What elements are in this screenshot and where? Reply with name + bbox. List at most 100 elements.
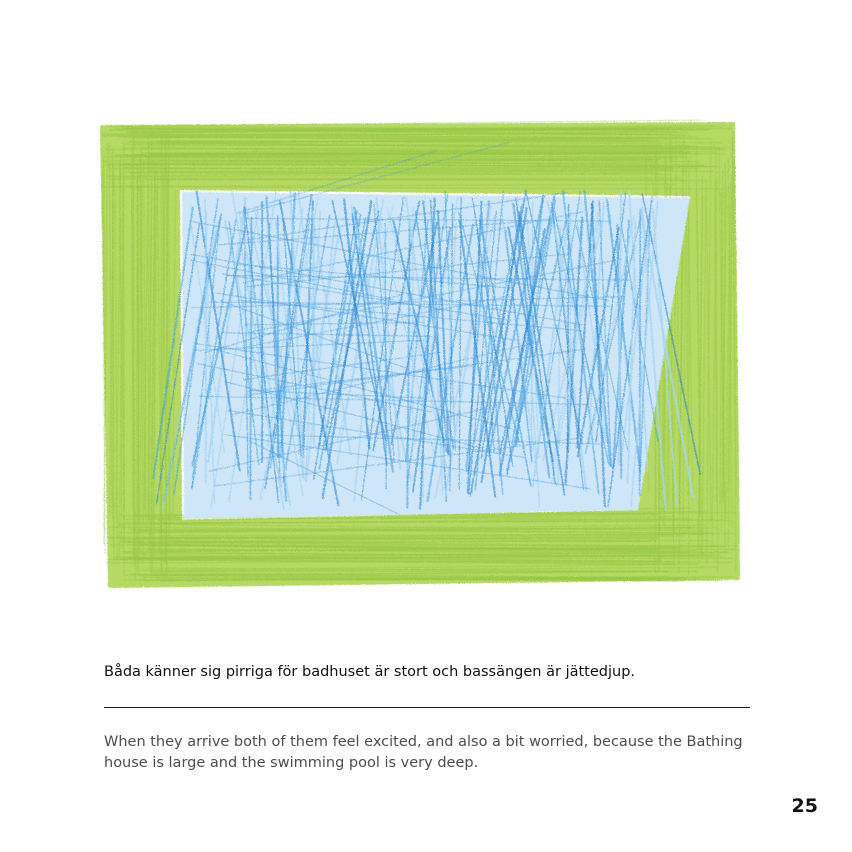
water-stroke bbox=[375, 196, 402, 470]
water-stroke bbox=[247, 192, 568, 241]
frame-stroke bbox=[152, 511, 740, 519]
water-stroke bbox=[196, 363, 433, 413]
water-stroke bbox=[189, 259, 394, 301]
frame-stroke bbox=[711, 178, 718, 556]
water-stroke bbox=[611, 219, 630, 470]
water-stroke bbox=[518, 211, 566, 496]
water-stroke bbox=[607, 195, 653, 508]
frame-stroke bbox=[131, 146, 134, 511]
water-stroke bbox=[242, 211, 584, 284]
water-stroke bbox=[207, 196, 247, 463]
water-stroke bbox=[576, 220, 609, 444]
water-stroke bbox=[361, 196, 404, 501]
frame-stroke bbox=[713, 181, 718, 503]
frame-stroke bbox=[120, 534, 672, 541]
caption-english: When they arrive both of them feel excit… bbox=[104, 734, 743, 771]
water-stroke bbox=[266, 207, 304, 448]
frame-stroke bbox=[727, 142, 734, 492]
frame-stroke bbox=[110, 177, 680, 180]
water-stroke bbox=[468, 210, 497, 495]
water-stroke bbox=[639, 209, 695, 500]
water-stroke bbox=[227, 409, 525, 458]
water-stroke bbox=[236, 263, 513, 289]
water-stroke bbox=[244, 321, 424, 326]
pool-crayon-drawing bbox=[100, 119, 741, 588]
water-stroke bbox=[526, 219, 540, 460]
water-stroke bbox=[221, 332, 432, 337]
water-stroke bbox=[243, 197, 304, 450]
water-stroke bbox=[498, 228, 546, 477]
water-stroke bbox=[248, 258, 622, 333]
water-stroke bbox=[155, 223, 200, 505]
frame-stroke bbox=[720, 186, 728, 532]
caption-swedish: Båda känner sig pirriga för badhuset är … bbox=[104, 664, 636, 680]
frame-stroke bbox=[103, 143, 108, 546]
frame-stroke bbox=[157, 513, 658, 521]
water-stroke bbox=[162, 220, 218, 509]
water-stroke bbox=[384, 222, 387, 490]
water-stroke bbox=[190, 296, 624, 309]
frame-stroke bbox=[150, 170, 156, 572]
frame-stroke bbox=[141, 563, 699, 571]
frame-stroke bbox=[159, 136, 652, 145]
caption-divider bbox=[104, 707, 750, 708]
frame-stroke bbox=[109, 128, 659, 132]
water-stroke bbox=[237, 299, 583, 332]
pool-edge-frame bbox=[100, 119, 741, 588]
water-stroke bbox=[236, 149, 439, 214]
frame-stroke bbox=[156, 159, 163, 572]
water-stroke bbox=[535, 191, 581, 464]
frame-stroke bbox=[118, 119, 703, 127]
water-stroke bbox=[297, 189, 334, 485]
water-stroke bbox=[173, 197, 219, 496]
water-stroke bbox=[507, 226, 554, 463]
pool-water bbox=[152, 141, 701, 518]
frame-stroke bbox=[732, 155, 737, 572]
water-stroke bbox=[584, 217, 642, 455]
frame-stroke bbox=[147, 182, 152, 521]
water-stroke bbox=[208, 301, 611, 307]
water-stroke bbox=[243, 206, 249, 478]
water-stroke bbox=[458, 197, 462, 491]
water-stroke bbox=[504, 228, 533, 462]
water-stroke bbox=[626, 220, 637, 484]
water-stroke bbox=[404, 196, 442, 447]
water-stroke bbox=[196, 343, 566, 399]
frame-stroke bbox=[705, 180, 712, 522]
water-stroke bbox=[467, 220, 520, 474]
water-stroke bbox=[551, 202, 584, 490]
water-stroke bbox=[419, 197, 436, 510]
water-stroke bbox=[248, 440, 400, 515]
water-stroke bbox=[232, 341, 539, 415]
frame-stroke bbox=[142, 160, 147, 535]
water-stroke bbox=[606, 198, 642, 473]
frame-stroke bbox=[145, 157, 700, 163]
water-stroke bbox=[242, 351, 442, 381]
frame-stroke bbox=[100, 183, 677, 188]
water-stroke bbox=[244, 217, 612, 222]
water-stroke bbox=[224, 381, 483, 449]
frame-stroke bbox=[108, 163, 708, 168]
frame-stroke bbox=[151, 147, 688, 155]
frame-stroke bbox=[147, 145, 150, 523]
frame-stroke bbox=[685, 194, 689, 497]
water-stroke bbox=[269, 217, 311, 470]
frame-stroke bbox=[137, 544, 652, 550]
frame-stroke bbox=[162, 174, 168, 578]
water-stroke bbox=[546, 200, 607, 443]
frame-stroke bbox=[105, 145, 695, 151]
frame-stroke bbox=[127, 125, 715, 133]
water-stroke bbox=[242, 141, 510, 215]
water-stroke bbox=[641, 207, 667, 511]
frame-stroke bbox=[118, 142, 125, 558]
water-stroke bbox=[297, 225, 342, 455]
water-stroke bbox=[249, 389, 426, 399]
water-stroke bbox=[199, 395, 589, 405]
water-stroke bbox=[390, 221, 439, 445]
water-stroke bbox=[487, 194, 545, 457]
water-stroke bbox=[476, 226, 495, 453]
frame-stroke bbox=[149, 545, 681, 553]
water-stroke bbox=[617, 190, 623, 465]
water-stroke bbox=[553, 212, 599, 457]
water-stroke bbox=[191, 225, 247, 467]
